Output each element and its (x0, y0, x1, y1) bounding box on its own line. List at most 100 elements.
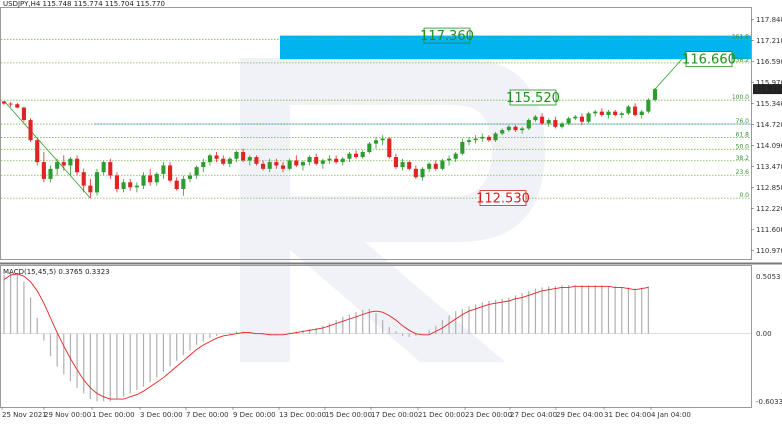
x-tick-label-11: 27 Dec 04:00 (510, 411, 557, 419)
price-tick-label-9: 112.220 (756, 205, 782, 213)
candle-body-3 (21, 107, 26, 121)
candle-body-74 (493, 133, 498, 141)
candle-body-92 (613, 111, 618, 115)
candle-body-5 (35, 140, 40, 163)
price-tick-label-4: 115.340 (756, 100, 782, 108)
fib-label-1: 23.6 (736, 169, 750, 176)
x-tick-label-13: 31 Dec 04:00 (604, 411, 651, 419)
macd-tick-label-2: -0.6033 (756, 398, 782, 406)
candle-body-52 (347, 153, 352, 159)
candle-body-98 (652, 89, 658, 100)
candle-body-56 (373, 140, 379, 144)
price-tick-label-6: 114.090 (756, 142, 782, 150)
x-tick-label-12: 29 Dec 04:00 (556, 411, 603, 419)
annotation-box-1 (685, 51, 733, 68)
candle-body-6 (41, 162, 46, 179)
candle-body-45 (300, 162, 305, 166)
candle-body-46 (307, 157, 312, 163)
price-tick-label-11: 110.970 (756, 247, 782, 255)
candle-body-11 (75, 158, 80, 173)
candle-body-62 (413, 168, 418, 178)
x-tick-label-6: 13 Dec 00:00 (279, 411, 326, 419)
macd-panel-frame (0, 265, 752, 408)
candle-body-50 (334, 158, 339, 163)
candle-body-67 (447, 158, 452, 161)
candle-body-68 (453, 153, 458, 159)
candle-body-93 (619, 113, 624, 115)
macd-signal-line (3, 273, 649, 400)
candle-body-23 (154, 173, 159, 183)
candle-body-44 (294, 160, 299, 166)
watermark-logo (240, 58, 545, 362)
x-tick-label-5: 9 Dec 00:00 (233, 411, 276, 419)
trend-line (3, 100, 91, 199)
candle-body-97 (646, 99, 651, 112)
annotation-label-2: 115.520 (506, 91, 560, 106)
candle-body-43 (287, 160, 292, 169)
candle-body-76 (506, 126, 511, 131)
fib-label-5: 76.0 (736, 118, 750, 125)
candle-body-65 (433, 163, 438, 169)
candle-body-38 (254, 157, 259, 164)
x-tick-label-14: 4 Jan 04:00 (651, 411, 691, 419)
candle-body-55 (367, 143, 372, 153)
candle-body-25 (168, 165, 173, 181)
fib-label-8: 161.8 (732, 33, 749, 40)
candle-body-82 (546, 120, 551, 124)
candle-body-19 (128, 182, 133, 188)
candle-body-51 (340, 158, 345, 163)
candle-body-90 (599, 111, 604, 115)
x-tick-label-4: 7 Dec 00:00 (186, 411, 229, 419)
last-price-badge (753, 84, 782, 95)
annotation-label-3: 112.530 (476, 192, 530, 207)
candle-body-89 (593, 111, 598, 114)
price-tick-label-2: 116.590 (756, 58, 782, 66)
fib-label-0: 0.0 (739, 192, 749, 199)
candle-body-15 (101, 162, 106, 173)
candle-body-91 (606, 111, 611, 115)
price-tick-label-7: 113.470 (756, 163, 782, 171)
x-tick-label-1: 29 Nov 00:00 (44, 411, 91, 419)
candle-body-66 (440, 160, 445, 169)
candle-body-63 (420, 168, 425, 178)
candle-body-4 (28, 120, 33, 141)
macd-tick-label-1: 0.00 (756, 330, 772, 338)
candle-body-28 (187, 175, 193, 179)
candle-body-42 (280, 165, 286, 169)
candle-body-35 (234, 152, 239, 159)
candle-body-8 (55, 162, 60, 169)
annotation-box-3 (479, 190, 527, 207)
candle-body-12 (81, 172, 86, 186)
candle-body-47 (314, 157, 319, 164)
symbol-header: USDJPY,H4 115.748 115.774 115.704 115.77… (3, 0, 165, 8)
candle-body-36 (241, 152, 246, 161)
annotation-box-0 (423, 27, 471, 44)
x-tick-label-7: 15 Dec 00:00 (325, 411, 372, 419)
macd-header: MACD(15,45,5) 0.3765 0.3323 (3, 268, 110, 276)
candle-body-70 (466, 140, 472, 142)
fib-label-2: 38.2 (736, 155, 750, 162)
candle-body-0 (1, 101, 7, 104)
fib-label-4: 61.8 (736, 132, 750, 139)
annotation-label-1: 116.660 (682, 53, 736, 68)
candle-body-83 (553, 120, 558, 127)
candle-body-59 (393, 157, 398, 168)
candle-body-31 (207, 155, 212, 163)
price-tick-label-1: 117.210 (756, 37, 782, 45)
candle-body-16 (108, 162, 113, 176)
last-price-label: 115.770 (755, 86, 782, 94)
candle-body-69 (460, 141, 465, 154)
candle-body-26 (174, 180, 179, 190)
candle-body-72 (480, 136, 485, 139)
candle-body-14 (94, 172, 100, 193)
candle-body-94 (626, 106, 631, 114)
candle-body-60 (400, 162, 405, 168)
price-tick-label-0: 117.840 (756, 16, 782, 24)
candle-body-77 (513, 126, 518, 131)
candle-body-30 (201, 162, 206, 168)
fib-label-6: 100.0 (732, 94, 749, 101)
candle-body-88 (586, 113, 591, 122)
candle-body-20 (134, 185, 139, 188)
candle-body-1 (8, 103, 13, 105)
